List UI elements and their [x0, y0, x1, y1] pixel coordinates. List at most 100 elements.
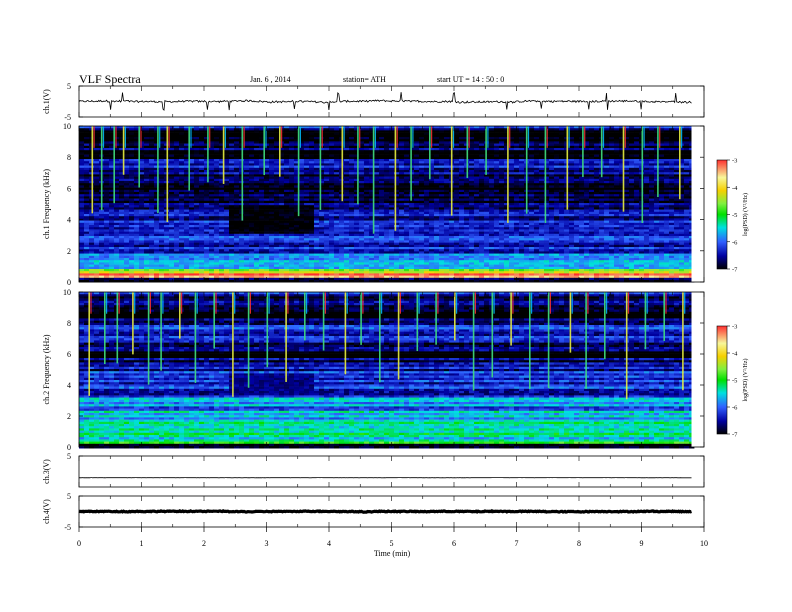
- sferic-burst-top: [381, 292, 383, 314]
- sferic-burst: [466, 126, 469, 178]
- sferic-burst: [132, 292, 134, 355]
- sferic-burst: [450, 126, 453, 216]
- sferic-burst-top: [568, 126, 570, 148]
- colorbar-tick-label: -7: [732, 432, 738, 439]
- sferic-burst-top: [93, 126, 95, 148]
- sferic-burst-top: [681, 126, 683, 148]
- sferic-burst-top: [418, 292, 420, 314]
- sferic-burst: [544, 126, 547, 223]
- sferic-burst-top: [268, 292, 270, 314]
- sferic-burst-top: [243, 126, 245, 148]
- sferic-burst: [625, 292, 628, 400]
- sferic-burst-top: [215, 292, 217, 314]
- sferic-burst: [322, 292, 325, 351]
- sferic-burst-top: [265, 126, 267, 148]
- sferic-burst-top: [162, 292, 164, 314]
- sferic-burst: [341, 126, 344, 202]
- sferic-burst: [357, 126, 359, 205]
- sferic-burst: [104, 292, 106, 365]
- sferic-burst: [297, 126, 300, 217]
- ch1-spectrogram-bursts: [91, 126, 683, 234]
- sferic-burst-top: [512, 292, 514, 314]
- sferic-burst-top: [684, 292, 686, 314]
- ch1-waveform-ytick-label: 5: [67, 82, 71, 91]
- sferic-burst-top: [196, 292, 198, 314]
- ch3-waveform-ylabel: ch.3(V): [42, 459, 51, 484]
- sferic-burst-top: [546, 126, 548, 148]
- ch1-spectrogram-ylabel: ch.1 Frequency (kHz): [42, 169, 51, 239]
- ch4-waveform-ylabel: ch.4(V): [42, 499, 51, 524]
- x-tick-label: 7: [515, 539, 519, 548]
- sferic-burst-top: [343, 126, 345, 148]
- x-tick-label: 6: [452, 539, 456, 548]
- sferic-burst-top: [571, 292, 573, 314]
- sferic-burst-top: [181, 292, 183, 314]
- sferic-burst-top: [134, 292, 136, 314]
- ch1-spectrogram-ytick-label: 4: [67, 216, 71, 225]
- ch2-spectrogram-ytick-label: 4: [67, 381, 71, 390]
- sferic-burst: [379, 292, 381, 383]
- sferic-burst: [585, 292, 587, 389]
- sferic-burst: [179, 292, 181, 339]
- sferic-burst: [529, 292, 531, 390]
- sferic-burst: [454, 292, 456, 341]
- sferic-burst-top: [396, 126, 398, 148]
- sferic-burst: [304, 292, 306, 341]
- sferic-burst: [569, 292, 572, 353]
- sferic-burst-top: [531, 292, 533, 314]
- colorbar-tick-label: -5: [732, 378, 737, 385]
- sferic-burst-top: [209, 126, 211, 148]
- colorbar-tick-label: -5: [732, 212, 737, 219]
- ch4-waveform-ytick-label: 5: [67, 492, 71, 501]
- sferic-burst-top: [359, 126, 361, 148]
- sferic-burst-top: [487, 126, 489, 148]
- sferic-burst-top: [646, 292, 648, 314]
- sferic-burst-top: [452, 126, 455, 148]
- sferic-burst-top: [602, 126, 605, 148]
- sferic-burst: [157, 126, 159, 214]
- ch2-spectrogram-ytick-label: 0: [67, 443, 71, 452]
- sferic-burst: [266, 292, 269, 368]
- sferic-burst-top: [234, 292, 236, 314]
- ch2-spectrogram-ytick-label: 6: [67, 350, 71, 359]
- time-axis: 0 1 2 3 4 5 6 7 8 9 10: [77, 527, 708, 548]
- sferic-burst-top: [324, 292, 326, 314]
- sferic-burst: [88, 292, 90, 396]
- ch1-spectrogram-ytick-label: 0: [67, 278, 71, 287]
- sferic-burst: [116, 292, 119, 364]
- sferic-burst-top: [124, 126, 126, 148]
- sferic-burst: [160, 292, 162, 371]
- colorbar-tick-label: -4: [732, 351, 738, 358]
- sferic-burst: [429, 126, 431, 180]
- ch3-waveform-ytick-label: 5: [67, 452, 71, 461]
- sferic-burst-top: [287, 292, 289, 314]
- sferic-burst: [100, 126, 103, 211]
- colorbar-tick-label: -6: [732, 405, 738, 412]
- x-tick-label: 5: [390, 539, 394, 548]
- sferic-burst-top: [659, 126, 661, 148]
- ch4-waveform-panel: 5 -5 ch.4(V): [42, 492, 705, 532]
- ch1-waveform-ytick-label: -5: [64, 113, 71, 122]
- sferic-burst-top: [321, 126, 323, 148]
- ch2-spectrogram-cells: [79, 292, 695, 449]
- sferic-burst-top: [527, 126, 530, 148]
- chart-title: VLF Spectra: [79, 72, 141, 86]
- ch2-spectrogram-panel: 0 2 4 6 8 10 ch.2 Frequency (kHz): [42, 288, 705, 452]
- sferic-burst-top: [118, 292, 120, 314]
- sferic-burst: [147, 292, 150, 385]
- sferic-burst: [207, 126, 209, 183]
- sferic-burst: [122, 126, 125, 175]
- ch3-waveform-panel: 5 ch.3(V): [42, 452, 705, 488]
- sferic-burst-top: [456, 292, 458, 314]
- sferic-burst: [491, 292, 494, 378]
- sferic-burst: [194, 292, 197, 383]
- sferic-burst: [657, 126, 659, 198]
- sferic-burst-top: [362, 292, 364, 314]
- ch4-waveform-trace: [78, 508, 692, 514]
- sferic-burst: [525, 126, 528, 214]
- sferic-burst: [188, 126, 190, 191]
- colorbar-tick-label: -3: [732, 158, 737, 165]
- sferic-burst-top: [224, 126, 226, 148]
- colorbar-label: log(PSD) (V²/Hz): [742, 359, 749, 402]
